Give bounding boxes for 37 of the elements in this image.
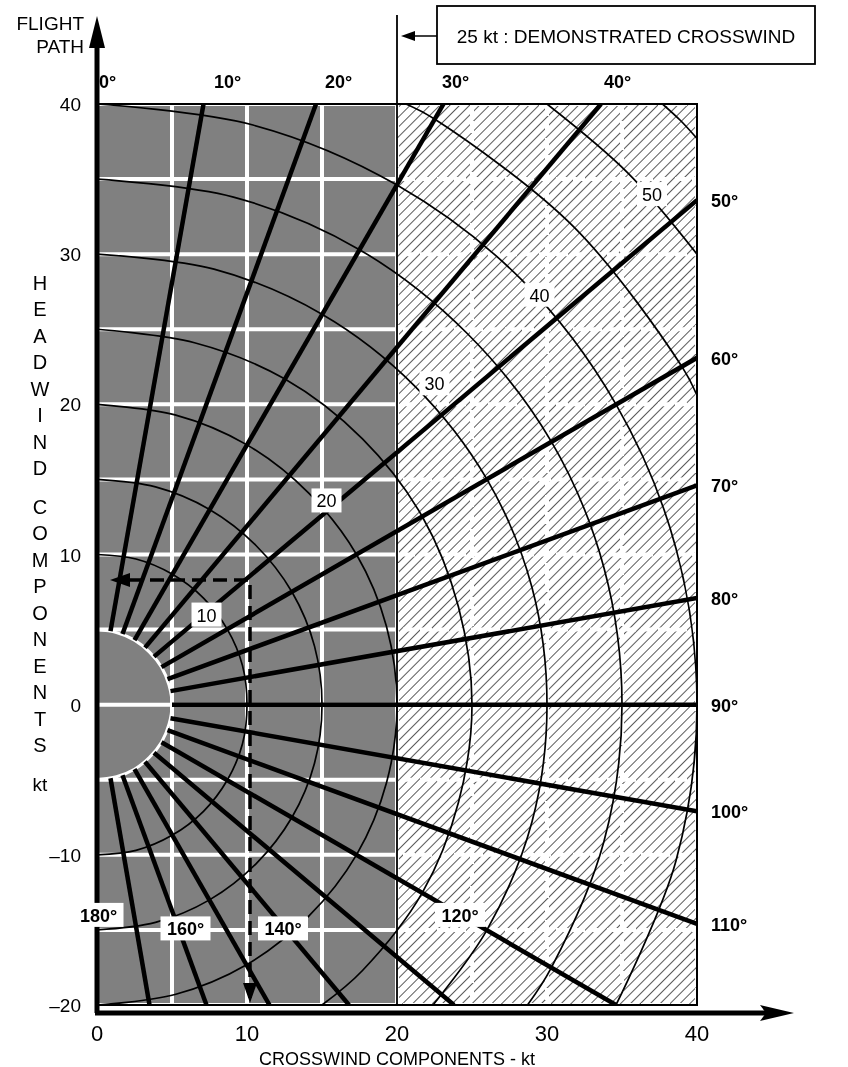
annotation: 0° <box>98 72 117 92</box>
annotation: 120° <box>441 905 479 926</box>
annotation: 90° <box>711 695 739 716</box>
annotation: 40 <box>529 285 550 306</box>
x-tick-label: 10 <box>234 1021 260 1046</box>
annotation: 50° <box>711 191 739 212</box>
y-tick-label: –20 <box>49 995 81 1016</box>
annotation: 100° <box>711 802 749 823</box>
annotation: 70° <box>711 476 739 497</box>
annotation: 20 <box>316 491 337 512</box>
annotation: 40° <box>603 72 632 92</box>
annotation: 110° <box>711 914 748 935</box>
y-tick-label: 20 <box>59 394 81 416</box>
x-tick-label: 40 <box>684 1021 710 1046</box>
annotation: 10 <box>196 605 217 626</box>
x-tick-label: 20 <box>384 1021 410 1046</box>
text: HEADWIND COMPONENTS kt <box>30 271 50 795</box>
y-tick-label: 30 <box>59 244 81 266</box>
annotation: 140° <box>264 919 302 940</box>
annotation: 60° <box>711 348 739 369</box>
y-tick-label: 40 <box>59 94 81 115</box>
x-axis-title: CROSSWIND COMPONENTS - kt <box>258 1049 536 1067</box>
annotation: 180° <box>79 905 118 926</box>
annotation: 160° <box>166 919 205 940</box>
y-tick-label: 0 <box>70 694 81 716</box>
x-tick-label: 0 <box>90 1021 104 1046</box>
annotation: 80° <box>711 589 739 610</box>
x-tick-label: 30 <box>534 1021 560 1046</box>
annotation: 50 <box>641 185 663 206</box>
text: FLIGHT PATH <box>16 13 85 57</box>
annotation: 30° <box>441 72 470 92</box>
y-tick-label: –10 <box>49 844 81 866</box>
y-tick-label: 10 <box>59 544 81 566</box>
ref-line-label: 25 kt : DEMONSTRATED CROSSWIND <box>456 26 796 47</box>
annotation: 10° <box>213 72 242 92</box>
annotation: 30 <box>424 374 445 395</box>
annotation: 20° <box>324 72 353 92</box>
